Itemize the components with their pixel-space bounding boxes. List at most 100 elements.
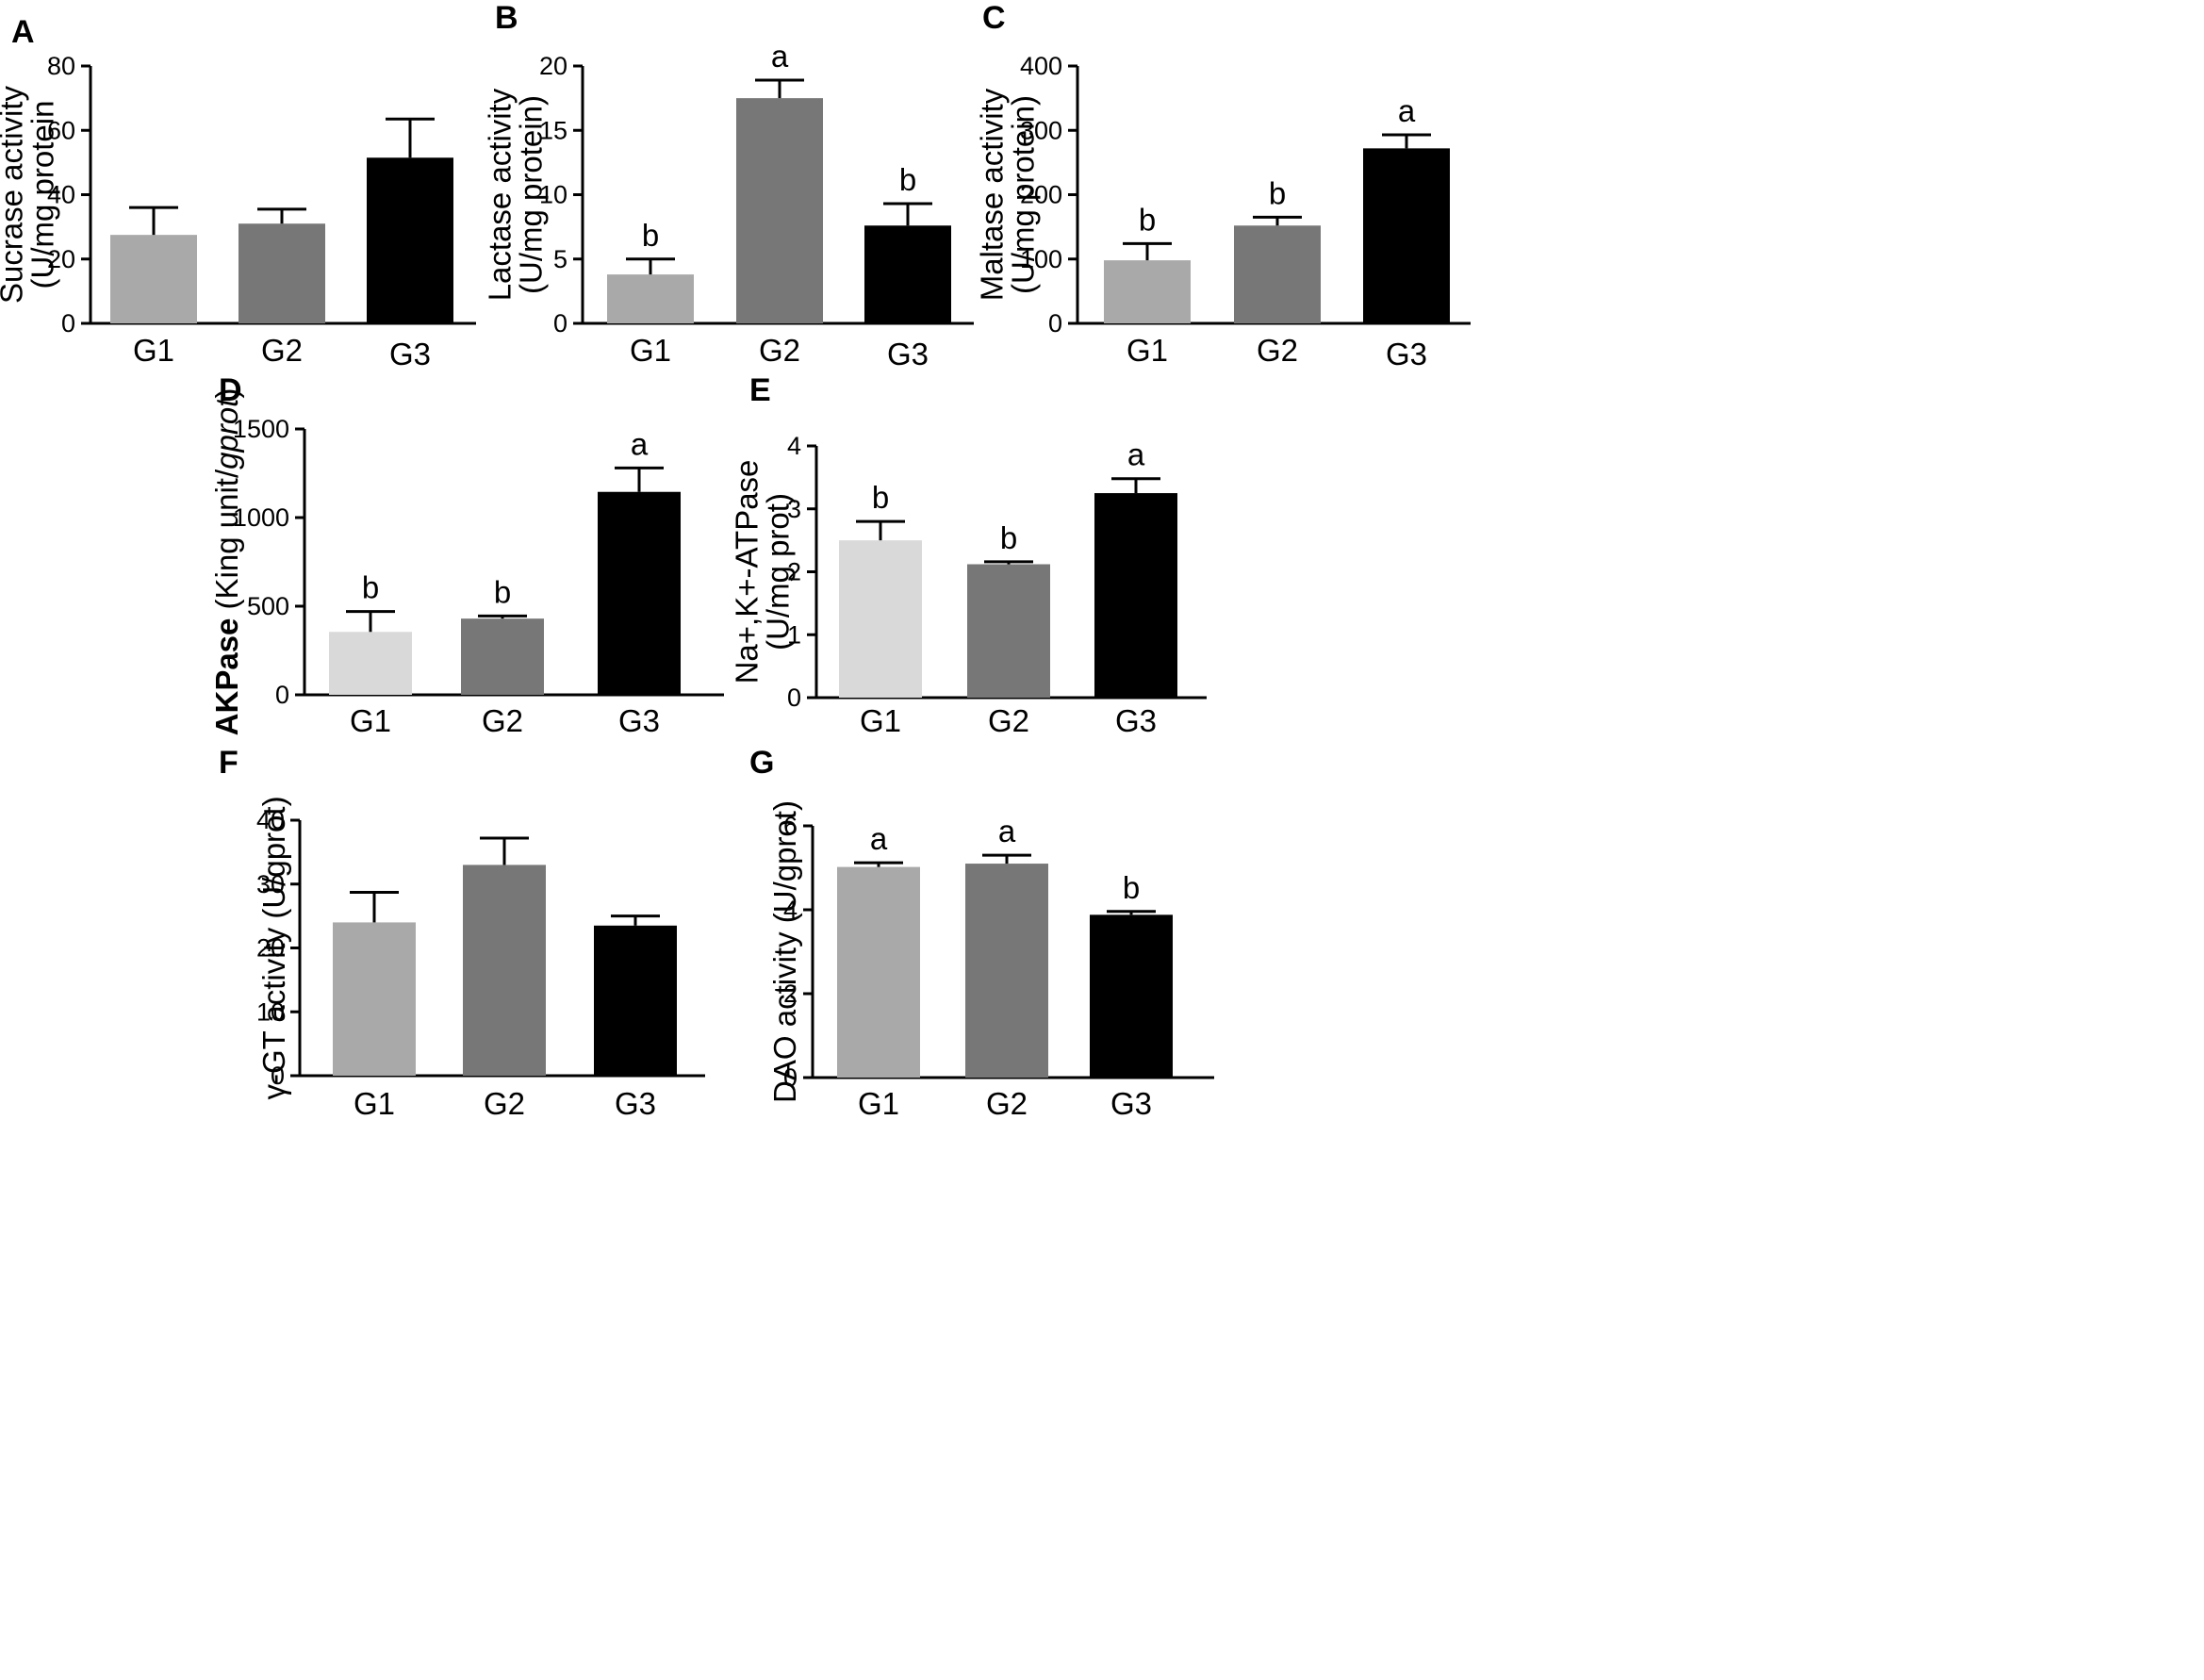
y-tick-label: 5 (553, 245, 567, 273)
y-tick-label: 60 (47, 116, 75, 144)
bar-g2 (463, 865, 546, 1076)
y-axis-title-line: (U/mg prot) (761, 493, 796, 651)
y-axis-title-line: γ-GT activity (U/gprot) (256, 796, 291, 1099)
significance-label-g3: a (1398, 93, 1416, 128)
chart-panel-b: B 0 5 10 15 20 b G1 a G2 b G3 Lactase activity(U/mg … (483, 0, 974, 371)
significance-label-g1: b (362, 570, 379, 605)
bar-g1 (837, 866, 920, 1078)
y-tick-label: 1500 (233, 415, 289, 443)
y-axis-title-close: ) (209, 388, 244, 399)
significance-label-g1: b (872, 480, 889, 515)
bar-g3 (367, 157, 453, 323)
y-axis-title-line: Na+,K+-ATPase (730, 460, 765, 684)
y-axis-title: Na+,K+-ATPase(U/mg prot) (730, 460, 796, 684)
y-axis-title-line: Maltase activity (975, 88, 1010, 301)
y-tick-label: 3 (787, 495, 801, 523)
category-label-g3: G3 (887, 337, 929, 371)
bar-g1 (1104, 260, 1191, 323)
y-tick-label: 0 (61, 309, 75, 338)
category-label-g1: G1 (350, 703, 391, 738)
category-label-g2: G2 (484, 1086, 525, 1121)
y-tick-label: 2 (787, 558, 801, 586)
bar-g2 (238, 223, 325, 323)
y-tick-label: 20 (256, 934, 285, 963)
y-tick-label: 4 (783, 896, 798, 924)
y-tick-label: 40 (256, 806, 285, 834)
y-axis-title: γ-GT activity (U/gprot) (256, 796, 291, 1099)
bar-g3 (864, 225, 951, 323)
bar-g2 (736, 98, 823, 323)
category-label-g1: G1 (860, 703, 901, 738)
significance-label-g2: a (998, 814, 1016, 848)
category-label-g2: G2 (1257, 333, 1298, 368)
y-axis-title: Sucrase activity(U/mg protein (0, 85, 60, 304)
y-tick-label: 0 (783, 1063, 798, 1092)
bar-g2 (1234, 225, 1321, 323)
bar-g3 (598, 491, 681, 695)
y-tick-label: 300 (1020, 116, 1062, 144)
y-axis-title-line: (U/mg protein) (514, 95, 549, 294)
category-label-g2: G2 (482, 703, 523, 738)
y-axis-title: Lactase activity(U/mg protein) (483, 88, 549, 301)
y-axis-title-line: Lactase activity (483, 88, 518, 301)
bar-g2 (967, 564, 1050, 698)
y-tick-label: 2 (783, 980, 798, 1008)
significance-label-g2: b (1000, 520, 1017, 555)
panel-letter-d: D (219, 372, 242, 408)
y-axis-title-bold: AKPase (209, 618, 244, 736)
bar-g2 (965, 864, 1048, 1078)
significance-label-g1: a (870, 821, 888, 856)
chart-panel-f: F 0 10 20 30 40 G1 G2 G3 γ-GT activity (U/gprot) (219, 745, 705, 1121)
y-axis-title-line: Sucrase activity (0, 85, 29, 304)
y-axis-title: Maltase activity(U/mg protein) (975, 88, 1041, 301)
significance-label-g2: b (1269, 175, 1286, 210)
chart-panel-g: G 0 2 4 6 a G1 a G2 b G3 DAO activity (U/gprot) (749, 745, 1214, 1121)
bar-g2 (461, 618, 544, 695)
bar-g3 (594, 925, 677, 1076)
y-tick-label: 20 (47, 245, 75, 273)
y-tick-label: 200 (1020, 181, 1062, 209)
y-tick-label: 0 (271, 1062, 285, 1090)
significance-label-g3: b (899, 162, 916, 197)
y-tick-label: 1000 (233, 503, 289, 532)
chart-panel-a: A 0 20 40 60 80 G1 G2 G3 Sucrase activity(U/mg pr… (0, 14, 476, 371)
y-tick-label: 0 (275, 681, 289, 709)
category-label-g1: G1 (1127, 333, 1168, 368)
chart-panel-d: D 0 500 1000 1500 b G1 b G2 a G3 AKPase (King unit/… (209, 372, 724, 738)
y-tick-label: 0 (787, 684, 801, 712)
category-label-g2: G2 (261, 333, 303, 368)
chart-panel-e: E 0 1 2 3 4 b G1 b G2 a G3 Na+,K+-ATPase(U/mg prot) (730, 372, 1207, 738)
bar-g1 (329, 632, 412, 695)
y-axis-title-italic: gprot (209, 397, 244, 469)
bar-g1 (333, 922, 416, 1076)
bar-g1 (110, 235, 197, 323)
category-label-g3: G3 (1115, 703, 1157, 738)
panel-letter-e: E (749, 372, 771, 408)
category-label-g2: G2 (988, 703, 1029, 738)
y-tick-label: 400 (1020, 52, 1062, 80)
y-tick-label: 0 (553, 309, 567, 338)
y-tick-label: 10 (539, 181, 567, 209)
category-label-g2: G2 (759, 333, 800, 368)
y-tick-label: 1 (787, 620, 801, 649)
y-tick-label: 100 (1020, 245, 1062, 273)
significance-label-g1: b (642, 218, 659, 253)
panel-letter-g: G (749, 745, 774, 781)
y-tick-label: 20 (539, 52, 567, 80)
significance-label-g2: a (771, 39, 789, 74)
y-tick-label: 15 (539, 116, 567, 144)
panel-letter-a: A (11, 14, 35, 50)
y-axis-title: AKPase (King unit/gprot) (209, 388, 244, 736)
category-label-g1: G1 (858, 1086, 899, 1121)
significance-label-g3: a (1127, 437, 1145, 472)
y-axis-title-line: (U/mg protein) (1006, 95, 1041, 294)
bar-g3 (1090, 914, 1173, 1078)
significance-label-g3: a (631, 426, 649, 461)
y-tick-label: 500 (247, 592, 289, 620)
y-axis-title: DAO activity (U/gprot) (767, 800, 802, 1103)
y-tick-label: 6 (783, 812, 798, 840)
category-label-g3: G3 (389, 337, 431, 371)
category-label-g3: G3 (618, 703, 660, 738)
category-label-g3: G3 (615, 1086, 656, 1121)
